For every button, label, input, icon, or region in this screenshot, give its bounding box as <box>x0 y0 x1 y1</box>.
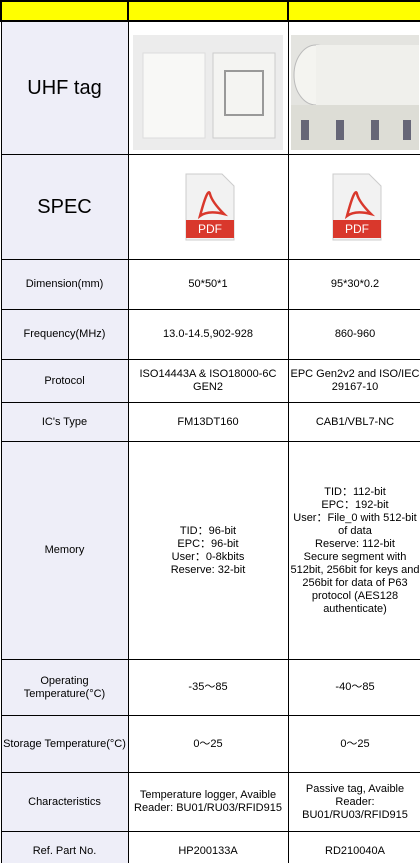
cell: 50*50*1 <box>127 259 289 310</box>
cell: HP200133A <box>127 831 289 863</box>
cell: -40～85 <box>287 659 420 716</box>
pdf-label: PDF <box>198 222 222 236</box>
row: Dimension(mm) 50*50*1 95*30*0.2 <box>0 259 420 310</box>
row-label: UHF tag <box>0 20 129 155</box>
roll-photo <box>291 35 419 150</box>
row-label: Memory <box>0 441 129 660</box>
row: Memory TID：96-bit EPC：96-bit User：0-8kbit… <box>0 441 420 660</box>
row-label: Frequency(MHz) <box>0 309 129 360</box>
row-label: Protocol <box>0 359 129 403</box>
cell: ISO14443A & ISO18000-6C GEN2 <box>127 359 289 403</box>
row: IC's Type FM13DT160 CAB1/VBL7-NC <box>0 402 420 442</box>
row-label: Dimension(mm) <box>0 259 129 310</box>
image-cell <box>287 20 420 155</box>
cell: 0～25 <box>287 715 420 773</box>
cell: CAB1/VBL7-NC <box>287 402 420 442</box>
row: Characteristics Temperature logger, Avaib… <box>0 772 420 832</box>
pdf-icon: PDF <box>185 173 235 241</box>
pdf-icon: PDF <box>332 173 382 241</box>
cell: Temperature logger, Avaible Reader: BU01… <box>127 772 289 832</box>
row: Protocol ISO14443A & ISO18000-6C GEN2 EPC … <box>0 359 420 403</box>
cell: 95*30*0.2 <box>287 259 420 310</box>
cell: 860-960 <box>287 309 420 360</box>
cell: EPC Gen2v2 and ISO/IEC 29167-10 <box>287 359 420 403</box>
row: Storage Temperature(°C) 0～25 0～25 <box>0 715 420 773</box>
cell: 13.0-14.5,902-928 <box>127 309 289 360</box>
tag-photo <box>133 35 283 150</box>
row-label: Ref. Part No. <box>0 831 129 863</box>
row-label: IC's Type <box>0 402 129 442</box>
pdf-cell: PDF <box>287 154 420 260</box>
header-row <box>0 0 420 22</box>
cell: 0～25 <box>127 715 289 773</box>
row-label: SPEC <box>0 154 129 260</box>
row-label: Characteristics <box>0 772 129 832</box>
row-label: Operating Temperature(°C) <box>0 659 129 716</box>
cell: TID：112-bit EPC：192-bit User：File_0 with… <box>287 441 420 660</box>
row-label: Storage Temperature(°C) <box>0 715 129 773</box>
row: Operating Temperature(°C) -35～85 -40～85 <box>0 659 420 716</box>
row: SPEC PDF PDF <box>0 154 420 260</box>
cell: -35～85 <box>127 659 289 716</box>
row: Ref. Part No. HP200133A RD210040A <box>0 831 420 863</box>
cell: Passive tag, Avaible Reader: BU01/RU03/R… <box>287 772 420 832</box>
cell: FM13DT160 <box>127 402 289 442</box>
image-cell <box>127 20 289 155</box>
row: UHF tag <box>0 20 420 155</box>
pdf-label: PDF <box>345 222 369 236</box>
row: Frequency(MHz) 13.0-14.5,902-928 860-960 <box>0 309 420 360</box>
cell: RD210040A <box>287 831 420 863</box>
cell: TID：96-bit EPC：96-bit User：0-8kbits Rese… <box>127 441 289 660</box>
pdf-cell: PDF <box>127 154 289 260</box>
